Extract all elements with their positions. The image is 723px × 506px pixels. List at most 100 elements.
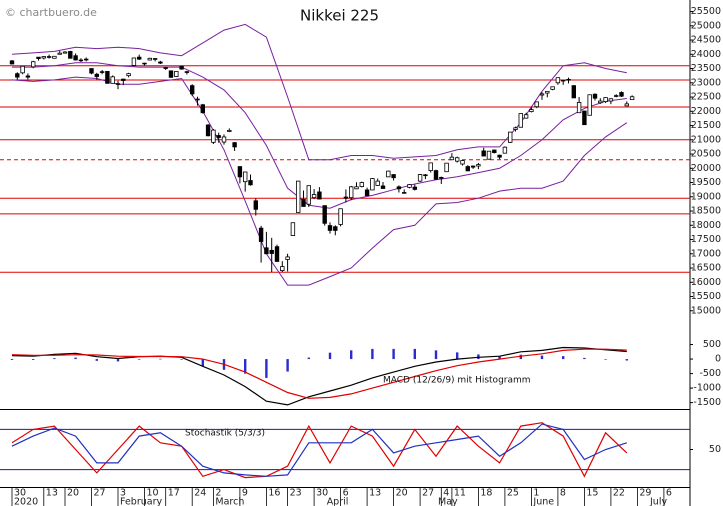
histogram-bar: [625, 359, 628, 361]
candle-body: [396, 186, 402, 190]
y-tick-label: 24000: [691, 49, 721, 60]
histogram-bar: [456, 352, 459, 360]
candle-body: [407, 184, 412, 188]
candle-body: [454, 157, 460, 162]
histogram-bar: [328, 352, 332, 360]
candle-body: [20, 65, 25, 74]
stochastic-k: [11, 422, 628, 479]
candle-body: [338, 208, 343, 225]
x-tick-label: 8: [560, 488, 566, 499]
candle-body: [110, 76, 115, 84]
histogram-bar: [562, 356, 565, 360]
candle-body: [497, 154, 502, 158]
histogram-bar: [371, 348, 374, 360]
candle-body: [253, 200, 258, 210]
y-tick-label: 18000: [691, 220, 721, 231]
candle-body: [221, 136, 227, 143]
candle-body: [237, 166, 243, 178]
candle-body: [52, 55, 57, 59]
histogram-bar: [350, 350, 353, 360]
candle-body: [317, 191, 322, 200]
candle-body: [142, 62, 147, 65]
candle-body: [370, 178, 375, 191]
candle-body: [94, 73, 99, 77]
candle-body: [343, 196, 349, 199]
histogram-bar: [434, 350, 438, 360]
candle-body: [417, 174, 423, 182]
bollinger-middle: [12, 62, 627, 209]
candle-body: [354, 186, 359, 190]
candle-body: [73, 55, 78, 61]
candle-body: [380, 185, 386, 189]
y-tick-label: 17000: [691, 248, 721, 259]
y-tick-label: -1500: [693, 397, 721, 408]
candle-body: [264, 247, 269, 255]
candle-body: [539, 93, 545, 96]
candle-body: [486, 150, 492, 160]
candle-body: [598, 100, 603, 104]
histogram-bar: [583, 357, 586, 360]
candle-body: [561, 79, 566, 82]
candle-body: [89, 68, 94, 74]
histogram-bar: [95, 359, 98, 361]
candle-body: [322, 205, 327, 224]
candle-body: [126, 73, 131, 77]
candle-body: [523, 114, 529, 119]
macd-panel: [10, 346, 628, 406]
candle-body: [301, 198, 306, 207]
chart-title: Nikkei 225: [300, 7, 379, 25]
candle-body: [295, 180, 301, 213]
candle-body: [195, 98, 200, 101]
watermark: © chartbuero.de: [5, 6, 97, 19]
histogram-bar: [10, 359, 14, 360]
candle-body: [216, 135, 221, 138]
macd-line: [11, 346, 627, 406]
candle-body: [25, 75, 31, 78]
candle-body: [57, 52, 62, 55]
candle-body: [513, 127, 518, 130]
y-tick-label: 50: [709, 444, 721, 455]
candle-body: [131, 57, 137, 66]
x-tick-label: 3: [120, 488, 126, 499]
histogram-bar: [159, 358, 162, 360]
x-tick-label: 27: [94, 488, 106, 499]
candle-body: [68, 51, 73, 59]
y-tick-label: 15500: [691, 291, 721, 302]
histogram-bar: [307, 357, 310, 360]
y-tick-label: 500: [703, 339, 721, 350]
x-tick-label: 15: [586, 488, 598, 499]
candle-body: [105, 70, 110, 84]
candle-body: [375, 180, 380, 186]
candle-body: [248, 180, 253, 186]
candle-body: [476, 164, 481, 167]
candle-body: [184, 71, 190, 73]
x-tick-label: 9: [242, 488, 248, 499]
y-tick-label: 17500: [691, 234, 721, 245]
candle-body: [614, 95, 619, 97]
x-tick-label: 13: [46, 488, 58, 499]
candle-body: [285, 256, 290, 260]
x-tick-label: 16: [268, 488, 280, 499]
candle-body: [624, 103, 629, 107]
candle-body: [428, 162, 433, 171]
x-tick-label: 22: [613, 488, 625, 499]
x-tick-label: 30: [316, 488, 328, 499]
candle-body: [99, 71, 105, 73]
x-tick-label: 6: [343, 488, 349, 499]
candle-body: [36, 56, 41, 59]
candle-body: [587, 94, 592, 116]
candle-body: [290, 222, 296, 236]
x-tick-label: 10: [147, 488, 159, 499]
candle-body: [46, 56, 52, 58]
histogram-bar: [540, 355, 544, 360]
candle-body: [242, 171, 248, 183]
candle-body: [269, 249, 274, 254]
histogram-bar: [392, 348, 395, 360]
y-tick-label: 24500: [691, 35, 721, 46]
candle-body: [433, 170, 439, 180]
candle-body: [444, 162, 449, 173]
candle-body: [274, 246, 280, 262]
candle-body: [391, 174, 396, 179]
y-tick-label: 15000: [691, 305, 721, 316]
